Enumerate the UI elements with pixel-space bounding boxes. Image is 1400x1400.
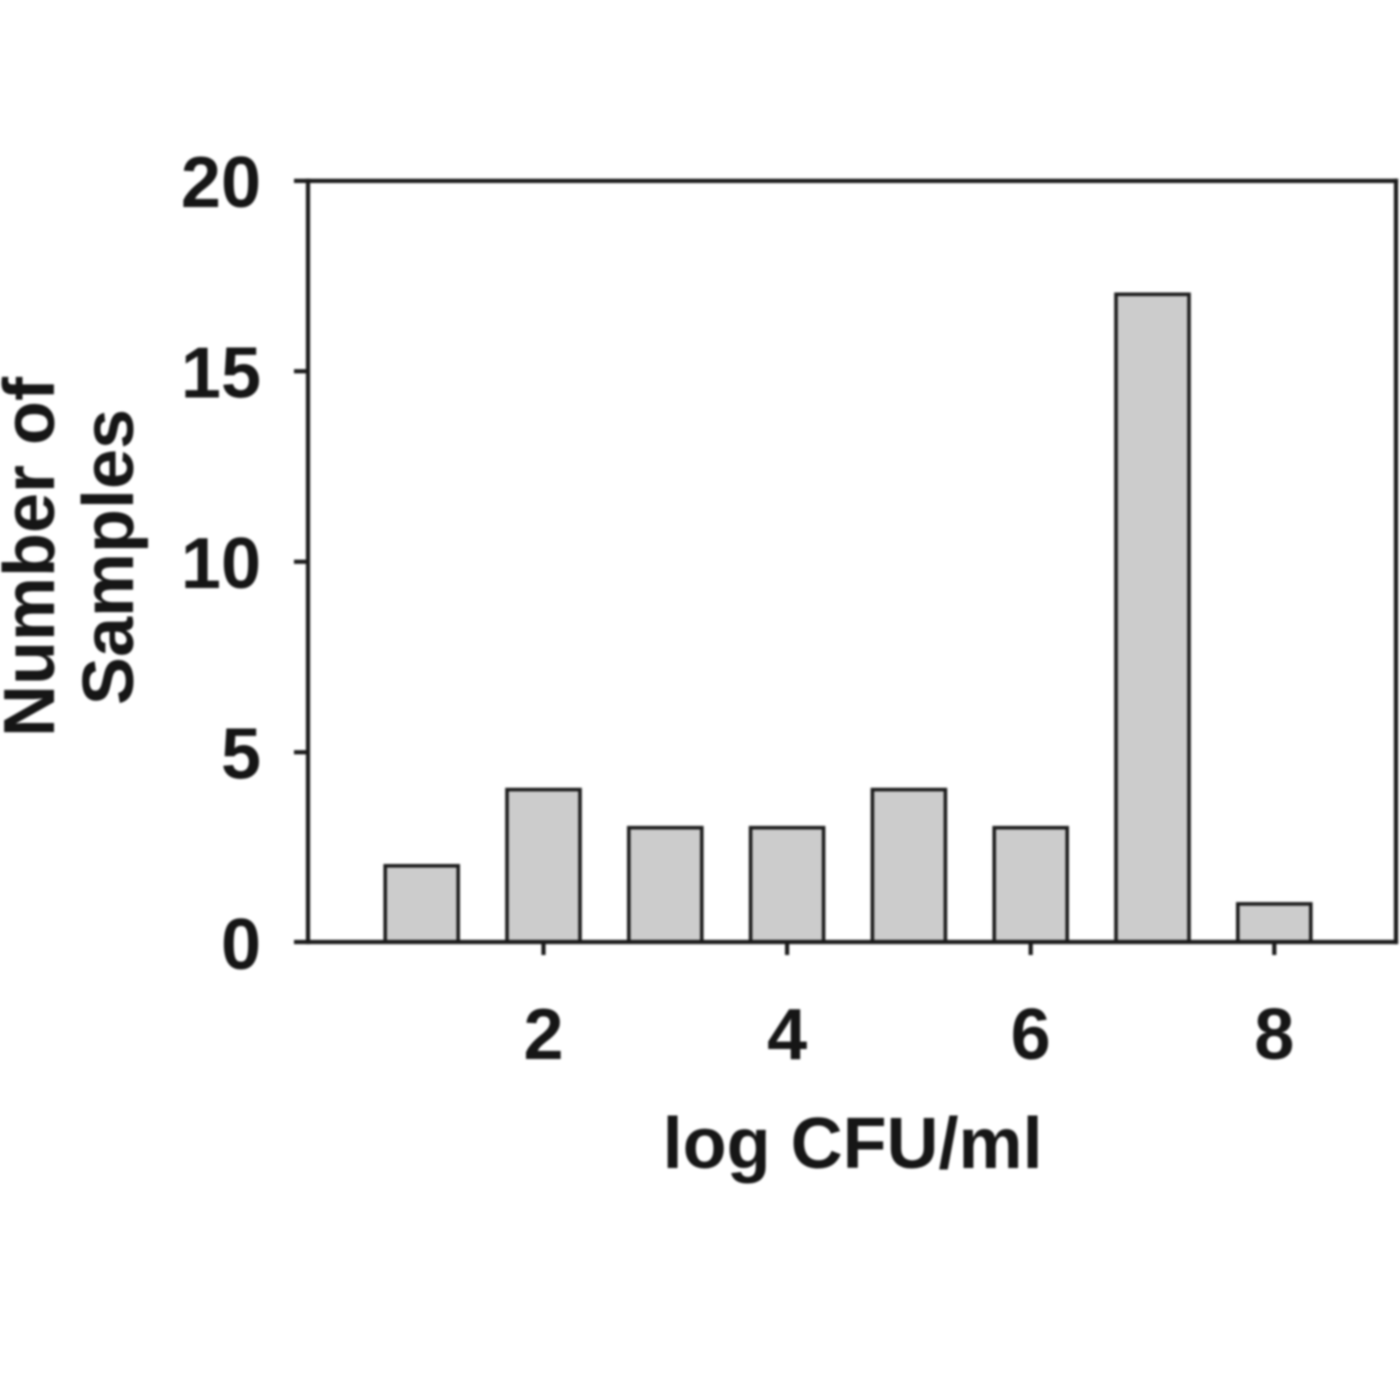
svg-text:4: 4: [767, 995, 807, 1075]
svg-text:5: 5: [221, 715, 261, 795]
svg-text:Number of: Number of: [0, 376, 70, 737]
svg-text:20: 20: [181, 143, 261, 223]
svg-text:2: 2: [523, 995, 563, 1075]
svg-text:10: 10: [181, 524, 261, 604]
svg-text:8: 8: [1254, 995, 1294, 1075]
svg-text:log CFU/ml: log CFU/ml: [663, 1104, 1043, 1184]
svg-text:15: 15: [181, 334, 261, 414]
svg-text:0: 0: [221, 905, 261, 985]
svg-text:Samples: Samples: [69, 409, 149, 705]
svg-text:6: 6: [1011, 995, 1051, 1075]
